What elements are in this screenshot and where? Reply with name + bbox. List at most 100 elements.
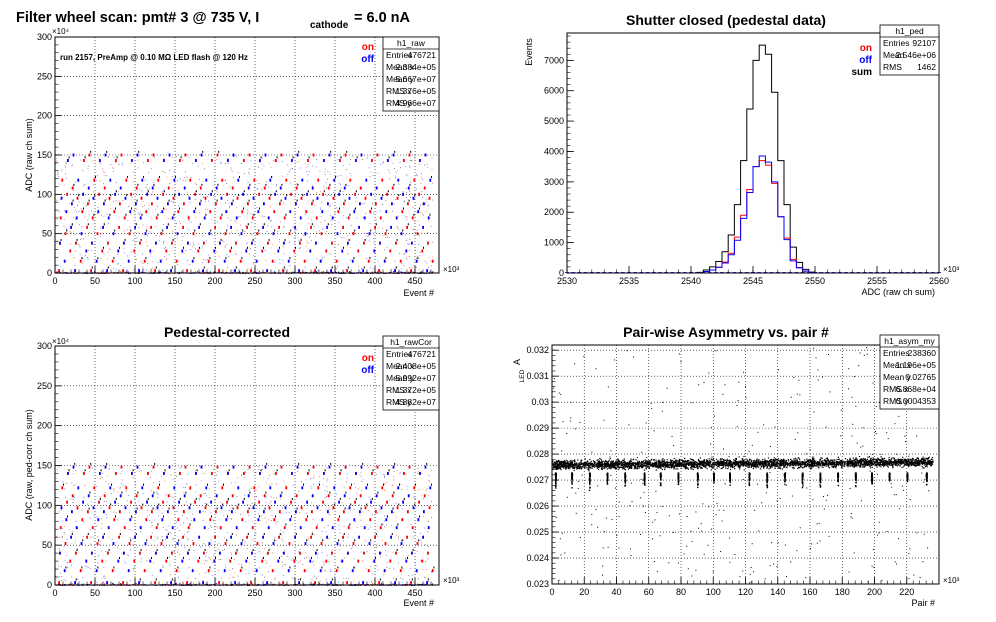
raw-point (219, 241, 221, 245)
raw-point (283, 226, 285, 228)
cor-point (117, 502, 119, 504)
cor-point (247, 583, 249, 585)
raw-point (219, 216, 222, 220)
cor-point (215, 550, 217, 552)
cor-point (428, 521, 430, 523)
raw-point (326, 225, 328, 229)
cor-point (424, 527, 425, 529)
cor-point (372, 561, 374, 563)
raw-point (56, 242, 58, 244)
raw-point (249, 213, 251, 215)
raw-point (137, 167, 139, 169)
raw-point (182, 160, 184, 161)
raw-point (410, 197, 411, 198)
ped-ylabel: Events (524, 38, 534, 66)
raw-point (152, 153, 155, 157)
cor-point (242, 502, 243, 503)
cor-point (353, 568, 355, 569)
raw-point (300, 196, 303, 200)
raw-point (283, 216, 286, 220)
cor-point (156, 497, 158, 498)
cor-point (185, 491, 187, 494)
raw-point (235, 266, 237, 269)
raw-point (205, 178, 208, 182)
raw-point (83, 159, 85, 163)
cor-point (279, 533, 281, 536)
raw-point (312, 202, 314, 203)
cor-point (401, 539, 402, 541)
cor-point (272, 552, 274, 554)
raw-point (73, 217, 74, 218)
cor-point (113, 566, 115, 569)
cor-point (213, 583, 215, 585)
raw-point (85, 271, 87, 273)
raw-point (390, 268, 392, 270)
raw-point (379, 241, 381, 245)
cor-point (121, 479, 123, 481)
cor-point (281, 534, 283, 536)
raw-point (374, 225, 376, 229)
raw-point (136, 199, 138, 202)
asym-point (602, 467, 604, 469)
cor-point (168, 465, 171, 469)
cor-point (408, 583, 410, 585)
raw-point (338, 221, 340, 223)
raw-run-note: run 2157, PreAmp @ 0.10 MΩ LED flash @ 1… (60, 53, 248, 62)
raw-point (181, 239, 183, 241)
raw-point (372, 271, 374, 273)
cor-point (130, 539, 132, 542)
raw-point (340, 156, 342, 159)
cor-point (362, 462, 364, 465)
cor-point (258, 583, 260, 585)
cor-point (104, 583, 106, 585)
cor-point (324, 469, 326, 472)
raw-point (253, 213, 255, 216)
raw-point (423, 246, 424, 249)
cor-point (110, 493, 112, 494)
cor-point (167, 556, 168, 559)
cor-point (291, 524, 293, 525)
raw-point (131, 159, 133, 163)
raw-point (172, 200, 174, 202)
cor-point (317, 485, 319, 487)
cor-point (101, 477, 103, 479)
cor-point (163, 471, 165, 475)
cor-point (311, 510, 313, 514)
raw-point (172, 188, 174, 190)
cor-point (259, 515, 260, 518)
raw-point (185, 171, 186, 173)
raw-point (250, 269, 252, 270)
raw-point (327, 271, 329, 273)
raw-point (151, 268, 152, 270)
raw-point (350, 239, 352, 241)
raw-point (196, 271, 198, 273)
cor-point (117, 519, 118, 521)
raw-point (310, 251, 311, 253)
cor-point (134, 523, 136, 525)
raw-point (105, 175, 107, 176)
cor-point (265, 501, 267, 503)
raw-point (349, 271, 351, 273)
raw-point (236, 271, 238, 273)
raw-axes: 0 50 100 150 200 250 300 350 400 4500501001502002… (37, 32, 440, 286)
cor-point (424, 576, 425, 578)
ped-histogram-sum (696, 44, 816, 273)
cor-point (354, 483, 355, 485)
cor-point (382, 524, 384, 526)
cor-point (322, 561, 324, 563)
raw-point (104, 199, 106, 202)
raw-point (409, 271, 411, 273)
raw-point (426, 198, 428, 200)
cor-point (55, 507, 57, 508)
cor-point (72, 499, 74, 500)
cor-stats-value-0: 476721 (408, 349, 437, 359)
cor-point (319, 481, 320, 483)
raw-point (251, 267, 252, 269)
cor-point (108, 527, 110, 529)
raw-point (253, 263, 254, 265)
cor-point (395, 551, 397, 555)
cor-point (417, 489, 419, 491)
cor-point (111, 538, 113, 540)
raw-point (324, 219, 326, 221)
